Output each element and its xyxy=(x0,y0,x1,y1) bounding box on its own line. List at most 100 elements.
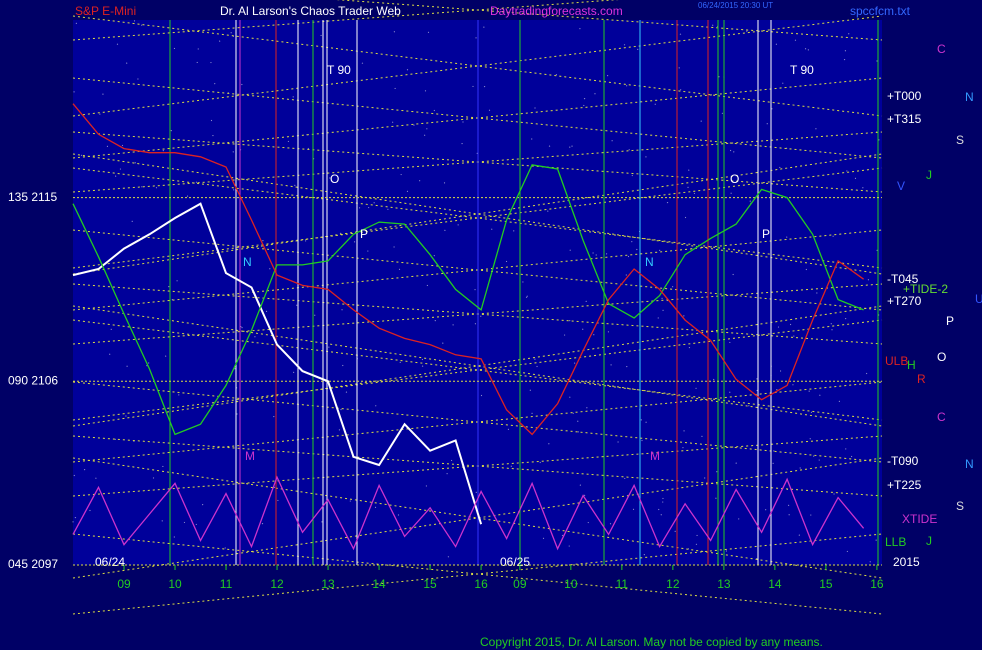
series-line xyxy=(72,103,864,436)
annotation: +TIDE-2 xyxy=(903,282,948,296)
star xyxy=(219,40,221,42)
star xyxy=(358,207,361,209)
star xyxy=(662,497,664,500)
star xyxy=(421,365,424,367)
star xyxy=(756,389,758,392)
star xyxy=(539,461,541,464)
star xyxy=(254,336,256,338)
star xyxy=(133,20,136,22)
star xyxy=(792,384,794,386)
star xyxy=(273,486,276,488)
star xyxy=(569,396,571,398)
star xyxy=(579,484,581,486)
star xyxy=(640,419,642,421)
star xyxy=(809,438,811,440)
star xyxy=(353,241,356,243)
star xyxy=(176,280,178,282)
day-label: 2015 xyxy=(893,555,920,569)
star xyxy=(637,48,639,50)
star xyxy=(830,323,832,325)
star xyxy=(393,246,395,248)
annotation: -T090 xyxy=(887,454,919,468)
star xyxy=(536,365,538,368)
star xyxy=(233,189,235,191)
star xyxy=(474,289,476,291)
star xyxy=(241,83,243,86)
annotation: +T315 xyxy=(887,112,922,126)
annotation: M xyxy=(245,449,255,463)
site: Daytradingforecasts.com xyxy=(490,4,623,18)
star xyxy=(125,415,127,417)
star xyxy=(183,521,186,524)
star xyxy=(461,142,463,145)
star xyxy=(715,497,717,499)
annotation: H xyxy=(907,358,916,372)
star xyxy=(623,44,626,46)
star xyxy=(779,370,782,372)
star xyxy=(170,129,172,132)
star xyxy=(307,147,309,150)
star xyxy=(875,539,877,541)
star xyxy=(483,26,485,28)
star xyxy=(632,508,635,510)
series-line xyxy=(72,475,865,551)
diagonal xyxy=(72,15,883,117)
star xyxy=(74,516,77,519)
star xyxy=(569,146,571,148)
star xyxy=(626,85,628,87)
star xyxy=(165,355,167,357)
decoration xyxy=(72,0,883,615)
star xyxy=(645,421,647,423)
y-tick-label: 045 2097 xyxy=(8,557,58,571)
instrument: S&P E-Mini xyxy=(75,4,136,18)
star xyxy=(522,281,524,283)
star xyxy=(114,438,116,440)
star xyxy=(782,82,784,84)
star xyxy=(116,43,119,45)
star xyxy=(606,75,609,77)
star xyxy=(713,378,715,381)
star xyxy=(505,260,508,263)
annotation: LLB xyxy=(885,535,906,549)
star xyxy=(869,561,871,563)
star xyxy=(641,439,643,442)
star xyxy=(392,121,394,123)
star xyxy=(729,149,732,152)
x-tick-label: 13 xyxy=(717,577,731,591)
star xyxy=(339,232,342,234)
star xyxy=(625,274,627,276)
star xyxy=(141,186,143,188)
star xyxy=(178,394,180,396)
diagonal xyxy=(72,153,883,275)
star xyxy=(645,156,647,158)
star xyxy=(789,323,792,326)
star xyxy=(214,83,216,85)
star xyxy=(688,346,691,349)
star xyxy=(683,315,685,317)
star xyxy=(345,391,348,393)
day-label: 06/25 xyxy=(500,555,530,569)
star xyxy=(513,230,515,232)
star xyxy=(457,224,459,226)
annotation: J xyxy=(926,534,932,548)
star xyxy=(488,109,491,111)
star xyxy=(236,413,238,415)
star xyxy=(845,317,847,320)
x-tick-label: 10 xyxy=(564,577,578,591)
star xyxy=(161,520,163,522)
star xyxy=(813,455,815,457)
x-tick-label: 15 xyxy=(819,577,833,591)
star xyxy=(387,208,389,210)
star xyxy=(73,474,75,477)
star xyxy=(804,48,807,50)
x-tick-label: 09 xyxy=(117,577,131,591)
star xyxy=(472,85,474,88)
star xyxy=(854,177,857,179)
star xyxy=(610,364,612,366)
diagonal xyxy=(72,319,883,421)
x-tick-label: 14 xyxy=(768,577,782,591)
star xyxy=(573,362,576,364)
star xyxy=(771,108,773,110)
diagonal xyxy=(335,0,883,41)
